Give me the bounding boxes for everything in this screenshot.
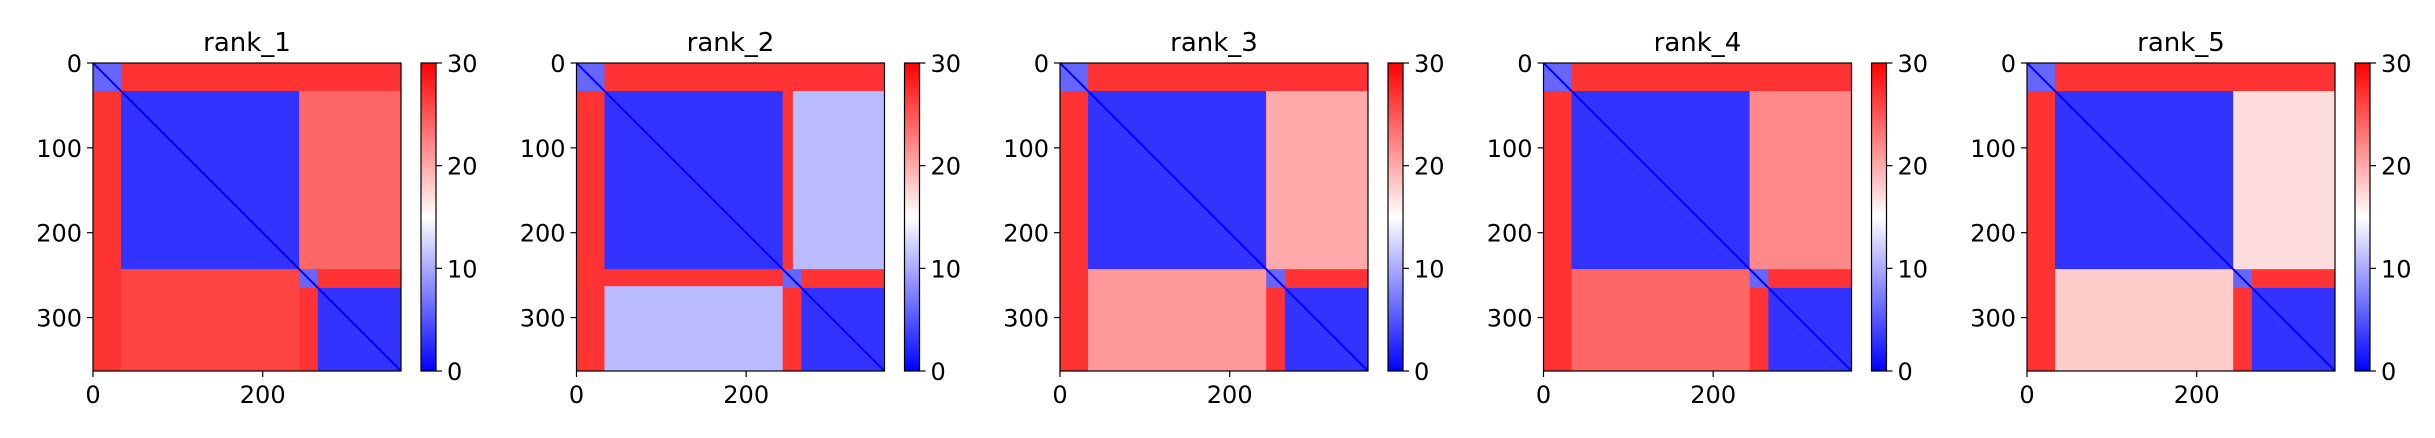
panel-title: rank_2 — [687, 28, 775, 58]
colorbar-tick-label: 20 — [447, 153, 478, 181]
heatmap-cells — [2027, 63, 2335, 371]
colorbar-tick-label: 10 — [447, 255, 478, 283]
heatmap-block — [604, 286, 783, 371]
colorbar — [420, 62, 437, 372]
y-tick-label: 0 — [2001, 50, 2016, 78]
colorbar-tick-label: 0 — [1414, 358, 1429, 386]
y-tick-label: 200 — [1970, 220, 2016, 248]
x-tick-label: 0 — [569, 381, 584, 409]
colorbar-tick-label: 0 — [2381, 358, 2396, 386]
y-tick-label: 100 — [1487, 135, 1533, 163]
axes-frame — [575, 62, 886, 372]
colorbar-tick-label: 20 — [1414, 153, 1445, 181]
heatmap-panel: rank_2 0 100 200 300 0 200 0 10 20 30 — [520, 28, 961, 409]
axes-frame — [92, 62, 402, 372]
y-tick-label: 0 — [67, 50, 82, 78]
x-tick-label: 0 — [1052, 381, 1067, 409]
colorbar — [1870, 62, 1888, 372]
y-tick-label: 0 — [1517, 50, 1532, 78]
colorbar-tick-label: 30 — [1898, 50, 1929, 78]
colorbar-tick-label: 30 — [447, 50, 478, 78]
heatmap-cells — [1543, 63, 1852, 371]
colorbar — [1387, 62, 1404, 372]
panel-title: rank_1 — [203, 28, 291, 58]
y-tick-label: 300 — [1003, 305, 1049, 333]
heatmap-block — [792, 91, 885, 270]
panel-title: rank_4 — [1654, 28, 1742, 58]
panel-title: rank_5 — [2137, 28, 2225, 58]
heatmap-diagonal — [93, 63, 401, 371]
y-tick-label: 200 — [520, 220, 566, 248]
y-tick-label: 200 — [36, 220, 82, 248]
y-tick-label: 300 — [520, 305, 566, 333]
colorbar-tick-label: 0 — [447, 358, 462, 386]
y-tick-label: 100 — [1003, 135, 1049, 163]
colorbar-tick-label: 20 — [2381, 153, 2412, 181]
axes-frame — [2026, 62, 2336, 372]
heatmap-block — [2055, 269, 2234, 371]
heatmap-block — [1571, 269, 1750, 371]
x-tick-label: 200 — [2174, 381, 2220, 409]
y-tick-label: 100 — [36, 135, 82, 163]
colorbar-tick-label: 0 — [931, 358, 946, 386]
heatmap-diagonal — [2027, 63, 2335, 371]
panel-title: rank_3 — [1170, 28, 1258, 58]
y-tick-label: 300 — [1970, 305, 2016, 333]
heatmap-block — [299, 91, 401, 270]
x-tick-label: 0 — [85, 381, 100, 409]
colorbar-tick-label: 30 — [2381, 50, 2412, 78]
colorbar-tick-label: 30 — [1414, 50, 1445, 78]
heatmap-panel: rank_1 0 100 200 300 0 200 0 10 20 30 — [36, 28, 477, 409]
axes-frame — [1059, 62, 1369, 372]
heatmap-diagonal — [576, 63, 885, 371]
colorbar-tick-label: 10 — [2381, 255, 2412, 283]
axes-frame — [1542, 62, 1853, 372]
y-tick-label: 300 — [1487, 305, 1533, 333]
x-tick-label: 200 — [1690, 381, 1736, 409]
y-tick-label: 100 — [520, 135, 566, 163]
heatmap-panel: rank_4 0 100 200 300 0 200 0 10 20 30 — [1487, 28, 1928, 409]
heatmap-cells — [576, 63, 885, 371]
y-tick-label: 0 — [550, 50, 565, 78]
colorbar-tick-label: 10 — [931, 255, 962, 283]
heatmap-diagonal — [1543, 63, 1852, 371]
x-tick-label: 0 — [2019, 381, 2034, 409]
heatmap-block — [2233, 91, 2335, 270]
heatmap-block — [1266, 91, 1368, 270]
colorbar-tick-label: 10 — [1414, 255, 1445, 283]
heatmap-panel: rank_5 0 100 200 300 0 200 0 10 20 30 — [1970, 28, 2411, 409]
colorbar-tick-label: 30 — [931, 50, 962, 78]
y-tick-label: 200 — [1003, 220, 1049, 248]
heatmap-diagonal — [1060, 63, 1368, 371]
colorbar-tick-label: 10 — [1898, 255, 1929, 283]
y-tick-label: 0 — [1034, 50, 1049, 78]
heatmap-block — [1088, 269, 1267, 371]
colorbar — [2354, 62, 2371, 372]
x-tick-label: 200 — [1207, 381, 1253, 409]
colorbar-tick-label: 20 — [931, 153, 962, 181]
x-tick-label: 0 — [1536, 381, 1551, 409]
y-tick-label: 300 — [36, 305, 82, 333]
heatmap-cells — [1060, 63, 1368, 371]
heatmap-block — [1749, 91, 1852, 270]
x-tick-label: 200 — [240, 381, 286, 409]
heatmap-block — [121, 269, 300, 371]
y-tick-label: 200 — [1487, 220, 1533, 248]
heatmap-cells — [93, 63, 401, 371]
heatmap-panel: rank_3 0 100 200 300 0 200 0 10 20 30 — [1003, 28, 1444, 409]
colorbar-tick-label: 20 — [1898, 153, 1929, 181]
y-tick-label: 100 — [1970, 135, 2016, 163]
x-tick-label: 200 — [723, 381, 769, 409]
colorbar-tick-label: 0 — [1898, 358, 1913, 386]
colorbar — [903, 62, 921, 372]
